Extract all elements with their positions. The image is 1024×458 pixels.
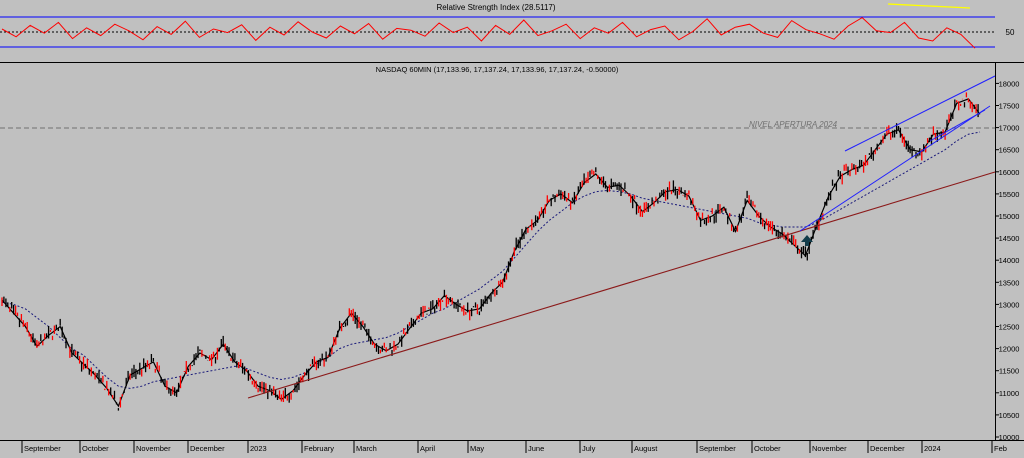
time-tick-label: August — [634, 444, 658, 453]
rsi-panel: Relative Strength Index (28.5117) 50 — [0, 3, 1015, 49]
rsi-divergence-line — [887, 3, 971, 9]
price-tick-label: 15500 — [999, 190, 1020, 199]
time-tick-label: October — [754, 444, 781, 453]
price-tick-label: 15000 — [999, 212, 1020, 221]
price-tick-label: 12500 — [999, 323, 1020, 332]
price-tick-label: 17000 — [999, 124, 1020, 133]
time-tick-label: June — [528, 444, 544, 453]
price-panel-title: NASDAQ 60MIN (17,133.96, 17,137.24, 17,1… — [376, 65, 619, 74]
price-tick-label: 18000 — [999, 79, 1020, 88]
price-tick-label: 17500 — [999, 102, 1020, 111]
time-tick-label: November — [812, 444, 847, 453]
price-tick-label: 12000 — [999, 345, 1020, 354]
time-tick-label: December — [190, 444, 225, 453]
price-axis: 10000 10500 11000 11500 12000 12500 13000 13500… — [995, 79, 1019, 442]
price-tick-label: 14500 — [999, 234, 1020, 243]
price-tick-label: 11500 — [999, 367, 1019, 376]
time-tick-label: May — [470, 444, 484, 453]
time-tick-label: 2023 — [250, 444, 267, 453]
rsi-line — [1, 16, 976, 49]
price-tick-label: 13500 — [999, 278, 1020, 287]
rsi-panel-title: Relative Strength Index (28.5117) — [436, 3, 555, 12]
channel-lower-line-inner — [929, 109, 986, 142]
price-series-layer — [1, 92, 981, 411]
time-tick-label: April — [420, 444, 435, 453]
channel-upper-line — [844, 75, 996, 152]
time-tick-label: July — [582, 444, 596, 453]
price-tick-label: 10500 — [999, 411, 1020, 420]
time-tick-label: November — [136, 444, 171, 453]
price-panel: NASDAQ 60MIN (17,133.96, 17,137.24, 17,1… — [0, 65, 1019, 453]
long-trendline — [247, 171, 996, 399]
price-tick-label: 16000 — [999, 168, 1020, 177]
channel-lower-line — [799, 105, 991, 232]
time-tick-label: December — [870, 444, 905, 453]
up-arrow-icon — [801, 235, 813, 246]
price-tick-label: 16500 — [999, 146, 1020, 155]
time-tick-label: February — [304, 444, 334, 453]
price-tick-label: 10000 — [999, 433, 1020, 442]
price-tick-label: 14000 — [999, 256, 1020, 265]
time-tick-label: October — [82, 444, 109, 453]
time-tick-label: 2024 — [924, 444, 941, 453]
time-tick-label: September — [699, 444, 736, 453]
time-axis: September October November December 2023 Febr… — [21, 440, 1007, 453]
time-tick-label: Feb — [994, 444, 1007, 453]
price-tick-label: 11000 — [999, 389, 1019, 398]
time-tick-label: September — [24, 444, 61, 453]
time-tick-label: March — [356, 444, 377, 453]
price-tick-label: 13000 — [999, 300, 1020, 309]
rsi-level-label: 50 — [1006, 28, 1015, 37]
opening-level-label: NIVEL APERTURA 2024 — [749, 120, 838, 129]
rsi-series-layer — [1, 16, 976, 49]
